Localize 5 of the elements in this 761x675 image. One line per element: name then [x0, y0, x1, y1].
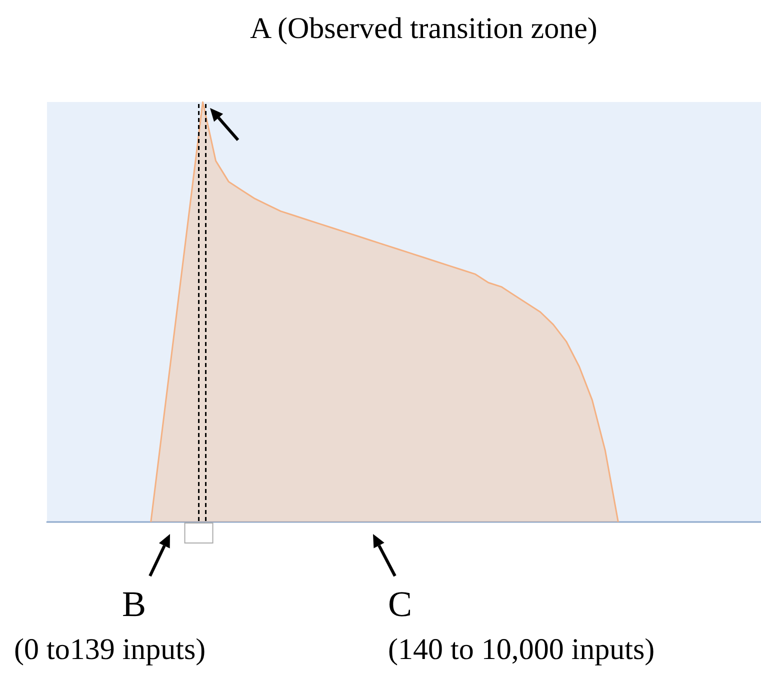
- text: C: [388, 584, 412, 625]
- text: (0 to139 inputs): [14, 633, 206, 666]
- text: A (Observed transition zone): [250, 12, 598, 45]
- text: (140 to 10,000 inputs): [388, 633, 655, 666]
- text: B: [122, 584, 146, 625]
